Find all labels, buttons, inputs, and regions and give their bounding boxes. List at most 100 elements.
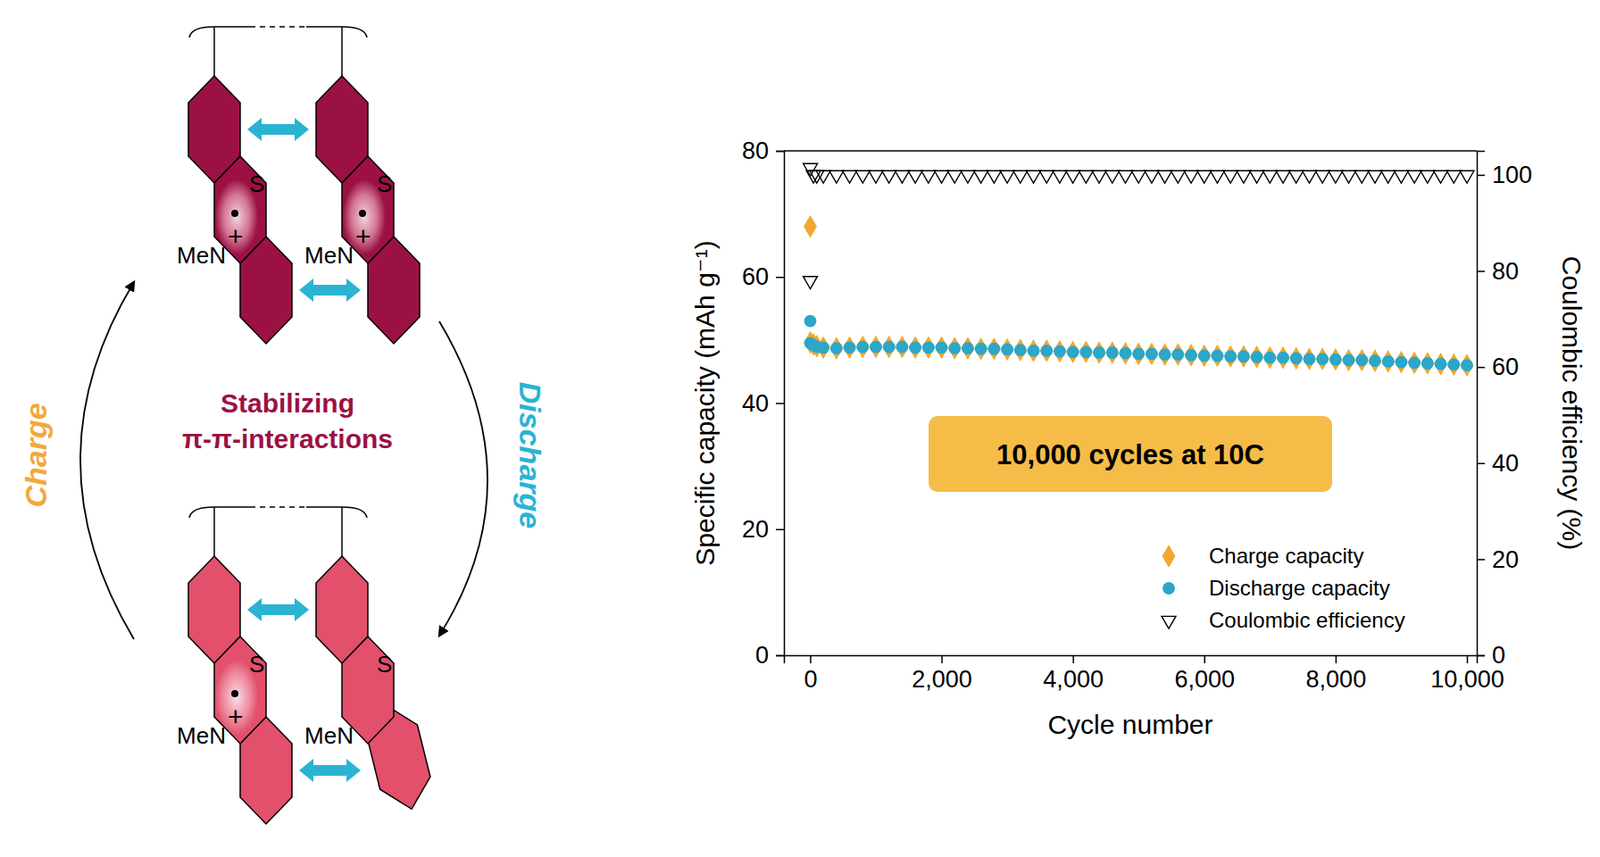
- figure: +SMeN+SMeN+SMeNSMeNChargeDischargeStabil…: [0, 0, 1600, 857]
- data-point: [1460, 358, 1474, 372]
- data-point: [1301, 170, 1317, 184]
- data-point: [1446, 170, 1461, 184]
- data-point: [1106, 346, 1119, 359]
- data-point: [935, 341, 949, 354]
- data-point: [947, 170, 962, 184]
- data-point: [921, 336, 935, 360]
- data-point: [1276, 346, 1291, 370]
- data-point: [1158, 348, 1172, 361]
- data-point: [1026, 339, 1041, 363]
- data-point: [961, 341, 975, 355]
- data-point: [1236, 170, 1251, 184]
- data-point: [960, 170, 975, 184]
- data-point: [883, 341, 896, 354]
- pi-arrow: [247, 117, 309, 142]
- data-point: [894, 170, 909, 184]
- tick: 100: [1476, 161, 1533, 189]
- discharge-label: Discharge: [513, 382, 548, 529]
- data-point: [868, 170, 884, 184]
- series: [804, 315, 1474, 372]
- sulfur-label: S: [376, 170, 392, 198]
- data-point: [816, 341, 830, 354]
- chart: 02,0004,0006,0008,00010,0000204060800204…: [690, 137, 1587, 740]
- data-point: [1198, 350, 1211, 363]
- linker: [341, 507, 343, 557]
- y-axis: 020406080: [741, 137, 785, 669]
- data-point: [1408, 350, 1422, 375]
- data-point: [1119, 347, 1133, 360]
- sulfur-label: S: [249, 170, 265, 198]
- data-point: [1237, 350, 1250, 363]
- data-point: [843, 341, 857, 354]
- radical-dot: [358, 209, 367, 217]
- tick-mark: [1072, 655, 1075, 664]
- tick-mark: [941, 655, 943, 664]
- data-point: [974, 337, 988, 361]
- data-point: [1039, 170, 1054, 184]
- legend-marker: [1161, 616, 1176, 629]
- data-point: [1052, 170, 1067, 184]
- legend-label: Charge capacity: [1208, 543, 1364, 568]
- x-axis-title: Cycle number: [1047, 709, 1213, 740]
- data-point: [1355, 349, 1369, 373]
- data-point: [1236, 344, 1250, 368]
- annotation-box: [928, 416, 1333, 492]
- data-point: [1144, 170, 1159, 184]
- data-point: [1158, 342, 1172, 367]
- data-point: [1132, 342, 1146, 367]
- data-point: [1105, 341, 1119, 365]
- data-point: [1393, 170, 1409, 184]
- data-point: [1382, 355, 1395, 368]
- pi-arrow: [299, 278, 361, 302]
- data-point: [1368, 349, 1383, 373]
- tick: 8,000: [1306, 655, 1367, 693]
- charge-arrow: [80, 282, 134, 640]
- data-point: [1355, 354, 1368, 367]
- data-point: [1460, 353, 1475, 377]
- tick-label: 2,000: [911, 666, 973, 693]
- data-point: [856, 341, 869, 354]
- data-point: [816, 170, 831, 184]
- data-point: [1250, 350, 1264, 364]
- data-point: [908, 336, 923, 360]
- data-point: [816, 336, 831, 360]
- tick-mark: [775, 150, 784, 153]
- data-point: [1027, 344, 1041, 358]
- data-point: [895, 335, 909, 359]
- y-axis-title: Specific capacity (mAh g⁻¹): [690, 240, 720, 566]
- series: [803, 215, 1474, 377]
- data-point: [1158, 170, 1173, 184]
- tick-mark: [1476, 175, 1485, 177]
- data-point: [1014, 343, 1027, 357]
- data-point: [1053, 340, 1067, 364]
- data-point: [1316, 352, 1329, 366]
- backbone: [306, 26, 367, 38]
- data-point: [1066, 345, 1080, 359]
- data-point: [1433, 170, 1449, 184]
- legend-label: Discharge capacity: [1208, 575, 1391, 600]
- backbone-dashed: [250, 506, 307, 509]
- data-point: [948, 336, 962, 360]
- data-point: [1000, 343, 1014, 357]
- data-point: [1407, 170, 1422, 184]
- molecule: +SMeN: [176, 556, 292, 825]
- pi-arrow: [299, 758, 361, 783]
- tick-label: 60: [741, 263, 769, 291]
- y2-axis-line: [1477, 151, 1486, 657]
- linker: [213, 26, 216, 76]
- data-point: [1013, 170, 1028, 184]
- data-point: [1263, 346, 1277, 370]
- data-point: [1250, 170, 1265, 184]
- data-point: [1040, 339, 1054, 363]
- data-point: [803, 276, 818, 290]
- tick-label: 60: [1491, 353, 1519, 381]
- data-point: [895, 341, 909, 354]
- data-point: [869, 335, 884, 359]
- data-point: [803, 215, 817, 239]
- tick-label: 80: [1491, 258, 1519, 285]
- data-point: [1420, 170, 1435, 184]
- y2-axis-title: Coulombic efficiency (%): [1557, 256, 1587, 551]
- data-point: [1211, 350, 1225, 363]
- data-point: [1092, 341, 1107, 365]
- tick: 20: [1476, 546, 1519, 574]
